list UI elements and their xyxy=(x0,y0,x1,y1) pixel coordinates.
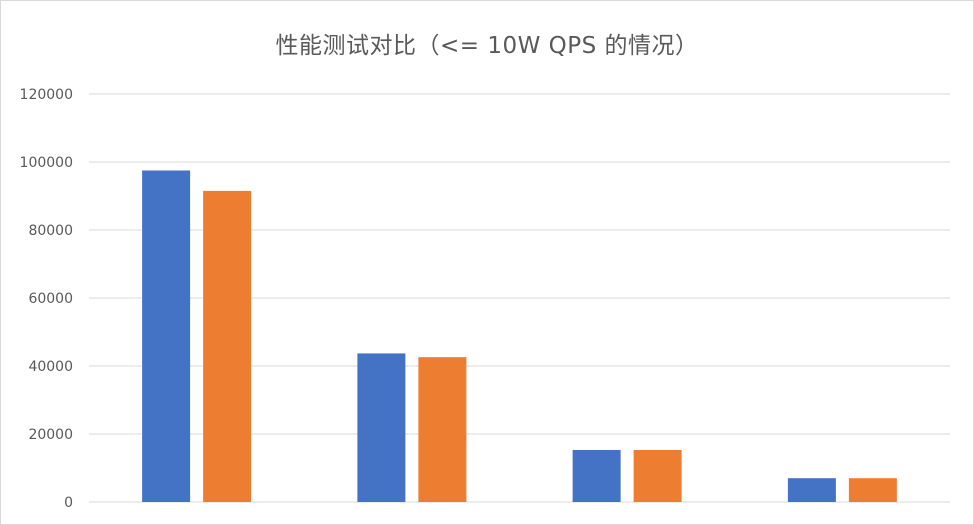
y-tick-label: 0 xyxy=(64,495,73,511)
bar-series-2-group-4 xyxy=(848,478,897,502)
y-tick-label: 20000 xyxy=(28,427,73,443)
y-tick-label: 120000 xyxy=(20,87,73,103)
chart-title: 性能测试对比（<= 10W QPS 的情况） xyxy=(275,33,699,59)
bar-series-1-group-1 xyxy=(142,170,191,502)
y-tick-label: 80000 xyxy=(28,223,73,239)
y-tick-label: 40000 xyxy=(28,359,73,375)
y-tick-label: 60000 xyxy=(28,291,73,307)
bar-series-1-group-4 xyxy=(787,478,836,502)
bar-series-2-group-3 xyxy=(633,449,682,502)
y-axis-ticks: 0 20000 40000 60000 80000 100000 120000 xyxy=(20,87,73,511)
bar-series-1-group-2 xyxy=(357,353,406,502)
bar-series-2-group-2 xyxy=(418,357,467,502)
bar-series-1-group-3 xyxy=(572,449,621,502)
bars xyxy=(142,170,897,502)
bar-series-2-group-1 xyxy=(203,190,252,502)
y-tick-label: 100000 xyxy=(20,155,73,171)
